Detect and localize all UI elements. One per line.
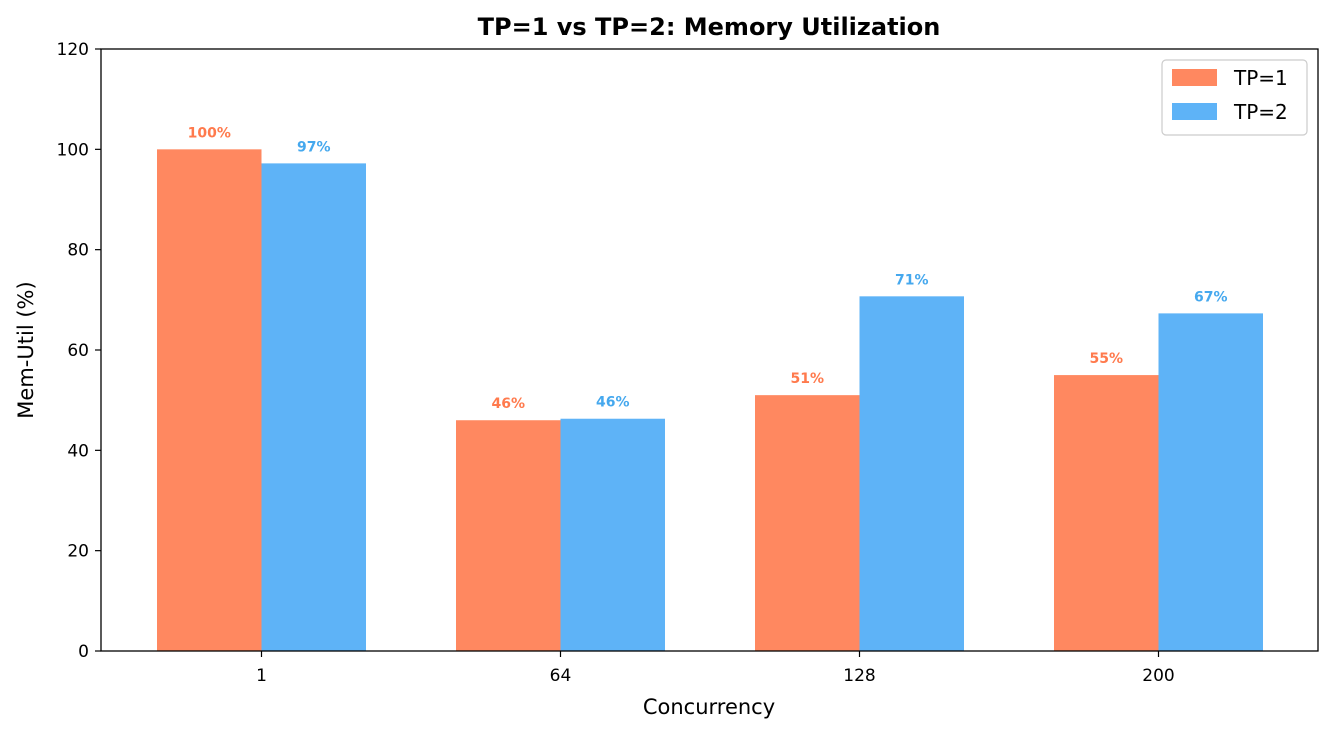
y-tick-label: 0 [78,642,89,662]
bar-tp2-128 [859,296,964,651]
x-axis-label: Concurrency [643,695,775,719]
x-tick-label: 1 [256,666,267,686]
y-tick-label: 120 [57,40,89,60]
legend-label: TP=2 [1233,100,1288,124]
x-tick-label: 128 [843,666,875,686]
y-axis-label: Mem-Util (%) [14,281,38,418]
data-label: 67% [1194,289,1228,305]
y-tick-label: 80 [67,241,89,261]
legend-label: TP=1 [1233,66,1288,90]
bar-tp2-64 [560,418,665,651]
bar-tp1-200 [1054,375,1159,651]
y-tick-label: 100 [57,140,89,160]
data-label: 97% [297,139,331,155]
y-axis: 0 20 40 60 80 100 120 [57,40,101,662]
bar-tp1-128 [755,395,860,651]
data-label: 100% [188,125,231,141]
data-label: 51% [790,371,824,387]
chart-title: TP=1 vs TP=2: Memory Utilization [478,13,941,41]
x-tick-label: 200 [1142,666,1174,686]
data-label: 55% [1089,351,1123,367]
y-tick-label: 60 [67,341,89,361]
bars-layer [157,149,1263,652]
data-label: 46% [596,395,630,411]
x-tick-label: 64 [550,666,572,686]
legend: TP=1 TP=2 [1161,59,1308,136]
data-labels-layer: 100% 46% 51% 55% 97% 46% 71% 67% [188,125,1228,412]
legend-swatch [1172,69,1217,86]
bar-tp1-1 [157,149,262,652]
data-label: 71% [895,272,929,288]
legend-swatch [1172,103,1217,120]
bar-tp2-200 [1158,313,1263,651]
x-axis: 1 64 128 200 [256,651,1175,686]
bar-tp2-1 [261,163,366,651]
y-tick-label: 20 [67,542,89,562]
data-label: 46% [491,396,525,412]
bar-tp1-64 [456,420,561,651]
y-tick-label: 40 [67,441,89,461]
